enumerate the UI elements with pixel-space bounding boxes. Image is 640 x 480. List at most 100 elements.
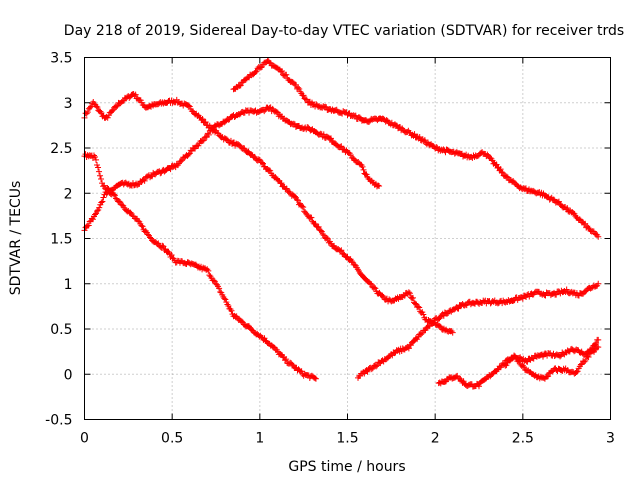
data-point [141,177,148,184]
data-point [300,204,307,211]
data-point [516,358,523,365]
data-point [303,96,310,103]
data-point [96,168,103,175]
data-point [311,375,318,382]
data-point [383,116,390,123]
data-point [221,295,228,302]
data-point [585,224,592,231]
data-point [371,284,378,291]
data-points [81,58,602,390]
data-point [165,248,172,255]
x-tick-label: 3 [606,431,615,447]
x-tick-labels: 0 0.5 1 1.5 2 2.5 3 [80,431,615,447]
y-tick-label: 2.5 [50,141,72,157]
data-point [595,344,602,351]
data-point [100,194,107,201]
data-point [277,68,284,75]
data-point [105,112,112,119]
y-tick-label: 1.5 [50,232,72,248]
data-point [223,136,230,143]
data-point [574,368,581,375]
data-point [327,135,334,142]
data-point [363,171,370,178]
data-point [95,164,102,171]
data-point [430,319,437,326]
data-point [113,195,120,202]
data-point [266,167,273,174]
data-point [252,68,259,75]
data-point [476,383,482,390]
x-axis-label: GPS time / hours [288,459,405,475]
data-point [573,368,580,375]
data-point [89,216,96,223]
data-point [228,307,235,314]
data-point [418,331,425,338]
y-tick-label: 2 [64,186,73,202]
data-point [258,159,265,166]
data-point [168,252,175,259]
data-point [205,267,212,274]
data-point [338,143,345,150]
data-point [299,203,306,210]
data-point [550,196,557,203]
series-satellite-b [81,151,319,382]
data-point [319,231,326,238]
x-tick-label: 0.5 [161,431,183,447]
data-point [557,353,564,360]
data-point [159,242,166,249]
data-point [96,204,103,211]
data-point [454,372,461,379]
y-tick-label: 3 [64,96,73,112]
data-point [576,216,583,223]
data-point [416,304,423,311]
x-tick-label: 2 [431,431,440,447]
data-point [195,142,202,149]
y-tick-label: 0 [64,367,73,383]
x-tick-label: 1 [255,431,264,447]
data-point [504,359,511,366]
data-point [93,156,100,163]
data-point [111,192,118,199]
y-tick-labels: -0.5 0 0.5 1 1.5 2 2.5 3 3.5 [45,51,72,429]
data-point [448,328,455,335]
data-point [581,358,588,365]
data-point [416,134,423,141]
data-point [347,152,354,159]
data-point [564,204,571,211]
data-point [519,362,526,369]
data-point [273,108,280,115]
y-tick-label: 1 [64,277,73,293]
data-point [405,345,412,352]
data-point [199,137,206,144]
data-point [415,303,422,310]
data-point [373,363,380,370]
data-point [261,335,268,342]
data-point [511,352,518,359]
data-point [585,354,592,361]
data-point [433,144,440,151]
data-point [283,356,290,363]
data-point [200,137,207,144]
data-point [364,368,371,375]
data-point [497,166,504,173]
x-tick-label: 2.5 [512,431,534,447]
data-point [376,183,383,190]
data-point [520,363,527,370]
data-point [409,294,416,301]
data-point [283,71,290,78]
data-point [109,108,116,115]
data-point [595,336,602,343]
data-point [563,286,570,293]
data-point [320,131,327,138]
series-satellite-d [230,58,602,240]
chart-title: Day 218 of 2019, Sidereal Day-to-day VTE… [64,23,624,39]
data-point [93,103,100,110]
data-point [296,86,303,93]
data-point [315,223,322,230]
data-point [261,108,268,115]
data-point [455,305,462,312]
data-point [205,131,212,138]
data-point [436,323,443,330]
data-point [185,151,192,158]
